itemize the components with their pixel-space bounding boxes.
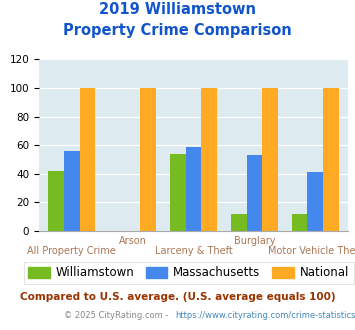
Text: Larceny & Theft: Larceny & Theft [154,246,233,256]
Bar [186,147,201,231]
Text: https://www.cityrating.com/crime-statistics/: https://www.cityrating.com/crime-statist… [176,311,355,320]
Bar [64,151,80,231]
Text: Compared to U.S. average. (U.S. average equals 100): Compared to U.S. average. (U.S. average … [20,292,335,302]
Bar [262,88,278,231]
Legend: Williamstown, Massachusetts, National: Williamstown, Massachusetts, National [24,262,354,284]
Bar [201,88,217,231]
Bar [48,171,64,231]
Bar [323,88,339,231]
Text: Property Crime Comparison: Property Crime Comparison [63,23,292,38]
Text: © 2025 CityRating.com -: © 2025 CityRating.com - [64,311,171,320]
Bar [170,154,186,231]
Bar [307,172,323,231]
Bar [80,88,95,231]
Bar [246,155,262,231]
Text: Arson: Arson [119,236,147,246]
Text: 2019 Williamstown: 2019 Williamstown [99,2,256,16]
Bar [231,214,246,231]
Text: All Property Crime: All Property Crime [27,246,116,256]
Bar [141,88,156,231]
Bar [292,214,307,231]
Text: Motor Vehicle Theft: Motor Vehicle Theft [268,246,355,256]
Text: Burglary: Burglary [234,236,275,246]
